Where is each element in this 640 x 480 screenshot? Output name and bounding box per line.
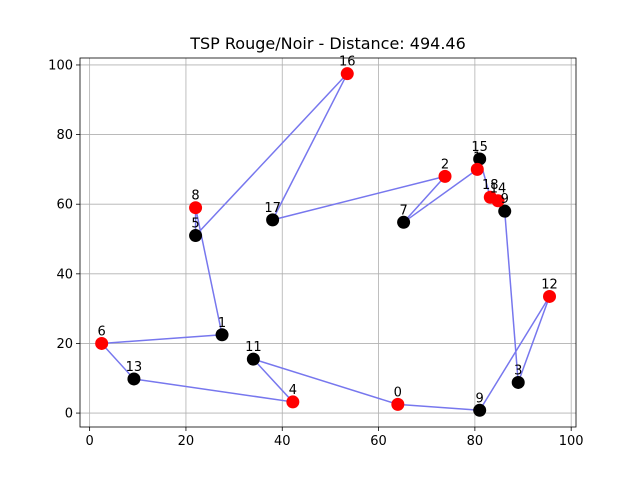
point-black <box>498 204 512 218</box>
grid <box>80 58 576 427</box>
point-label: 17 <box>264 201 281 216</box>
point-red <box>189 201 203 215</box>
y-tick-label: 0 <box>65 407 73 422</box>
point-label: 6 <box>98 324 106 339</box>
point-black <box>189 229 203 243</box>
route-segment <box>403 175 446 223</box>
chart-title: TSP Rouge/Noir - Distance: 494.46 <box>189 34 466 53</box>
axes-frame <box>79 57 577 428</box>
route-segment <box>517 296 551 383</box>
route-segment <box>479 296 551 411</box>
point-red <box>391 397 405 411</box>
point-red <box>483 190 497 204</box>
point-label: 18 <box>482 178 499 193</box>
y-tick-label: 60 <box>56 198 73 213</box>
point-black <box>397 215 411 229</box>
point-label: 9 <box>501 192 509 207</box>
x-tick-label: 40 <box>274 434 291 449</box>
x-tick-label: 20 <box>178 434 195 449</box>
route-segment <box>403 168 478 223</box>
route-segment <box>101 342 135 380</box>
point-black <box>127 372 141 386</box>
point-black <box>511 375 525 389</box>
data-points <box>95 67 557 417</box>
route-segment <box>195 73 348 237</box>
point-label: 0 <box>394 385 402 400</box>
route-segment <box>397 403 480 412</box>
point-label: 16 <box>339 55 356 70</box>
y-tick-label: 20 <box>56 337 73 352</box>
point-label: 14 <box>490 182 507 197</box>
point-label: 15 <box>471 140 488 155</box>
point-label: 5 <box>191 217 199 232</box>
point-red <box>470 162 484 176</box>
point-red <box>543 289 557 303</box>
point-label: 13 <box>126 360 143 375</box>
point-red <box>438 169 452 183</box>
point-label: 12 <box>541 277 558 292</box>
point-red <box>95 336 109 350</box>
point-black <box>246 352 260 366</box>
y-tick-label: 100 <box>48 58 73 73</box>
route-segment <box>101 334 223 345</box>
point-red <box>340 67 354 81</box>
route-segment <box>194 207 223 335</box>
point-black <box>473 403 487 417</box>
route-segment <box>272 175 446 221</box>
point-black <box>266 213 280 227</box>
point-label: 3 <box>514 363 522 378</box>
route-segment <box>253 358 399 406</box>
point-black <box>215 328 229 342</box>
point-label: 7 <box>399 203 407 218</box>
point-label: 1 <box>218 316 226 331</box>
point-black <box>473 152 487 166</box>
point-label: 4 <box>289 383 297 398</box>
point-label: 8 <box>191 189 199 204</box>
point-label: 11 <box>245 340 262 355</box>
x-tick-label: 100 <box>559 434 584 449</box>
point-label: 1 <box>473 150 481 165</box>
y-tick-label: 40 <box>56 267 73 282</box>
x-tick-label: 80 <box>467 434 484 449</box>
point-red <box>286 395 300 409</box>
route-segment <box>503 211 519 383</box>
x-tick-label: 60 <box>370 434 387 449</box>
route-segment <box>271 73 348 221</box>
x-tick-label: 0 <box>85 434 93 449</box>
point-label: 2 <box>441 157 449 172</box>
point-label: 9 <box>476 391 484 406</box>
route-path <box>101 73 551 412</box>
route-segment <box>133 378 293 403</box>
y-tick-label: 80 <box>56 128 73 143</box>
route-segment <box>252 358 294 403</box>
